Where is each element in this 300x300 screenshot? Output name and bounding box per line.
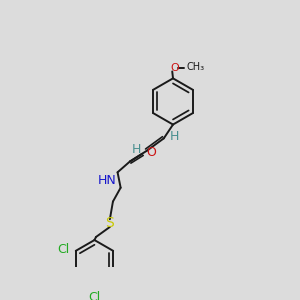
Text: H: H [170,130,179,143]
Text: O: O [170,63,179,73]
Text: Cl: Cl [88,291,100,300]
Text: CH₃: CH₃ [187,62,205,72]
Text: Cl: Cl [57,243,70,256]
Text: S: S [106,216,114,230]
Text: H: H [132,143,141,156]
Text: O: O [146,146,156,159]
Text: HN: HN [97,174,116,187]
